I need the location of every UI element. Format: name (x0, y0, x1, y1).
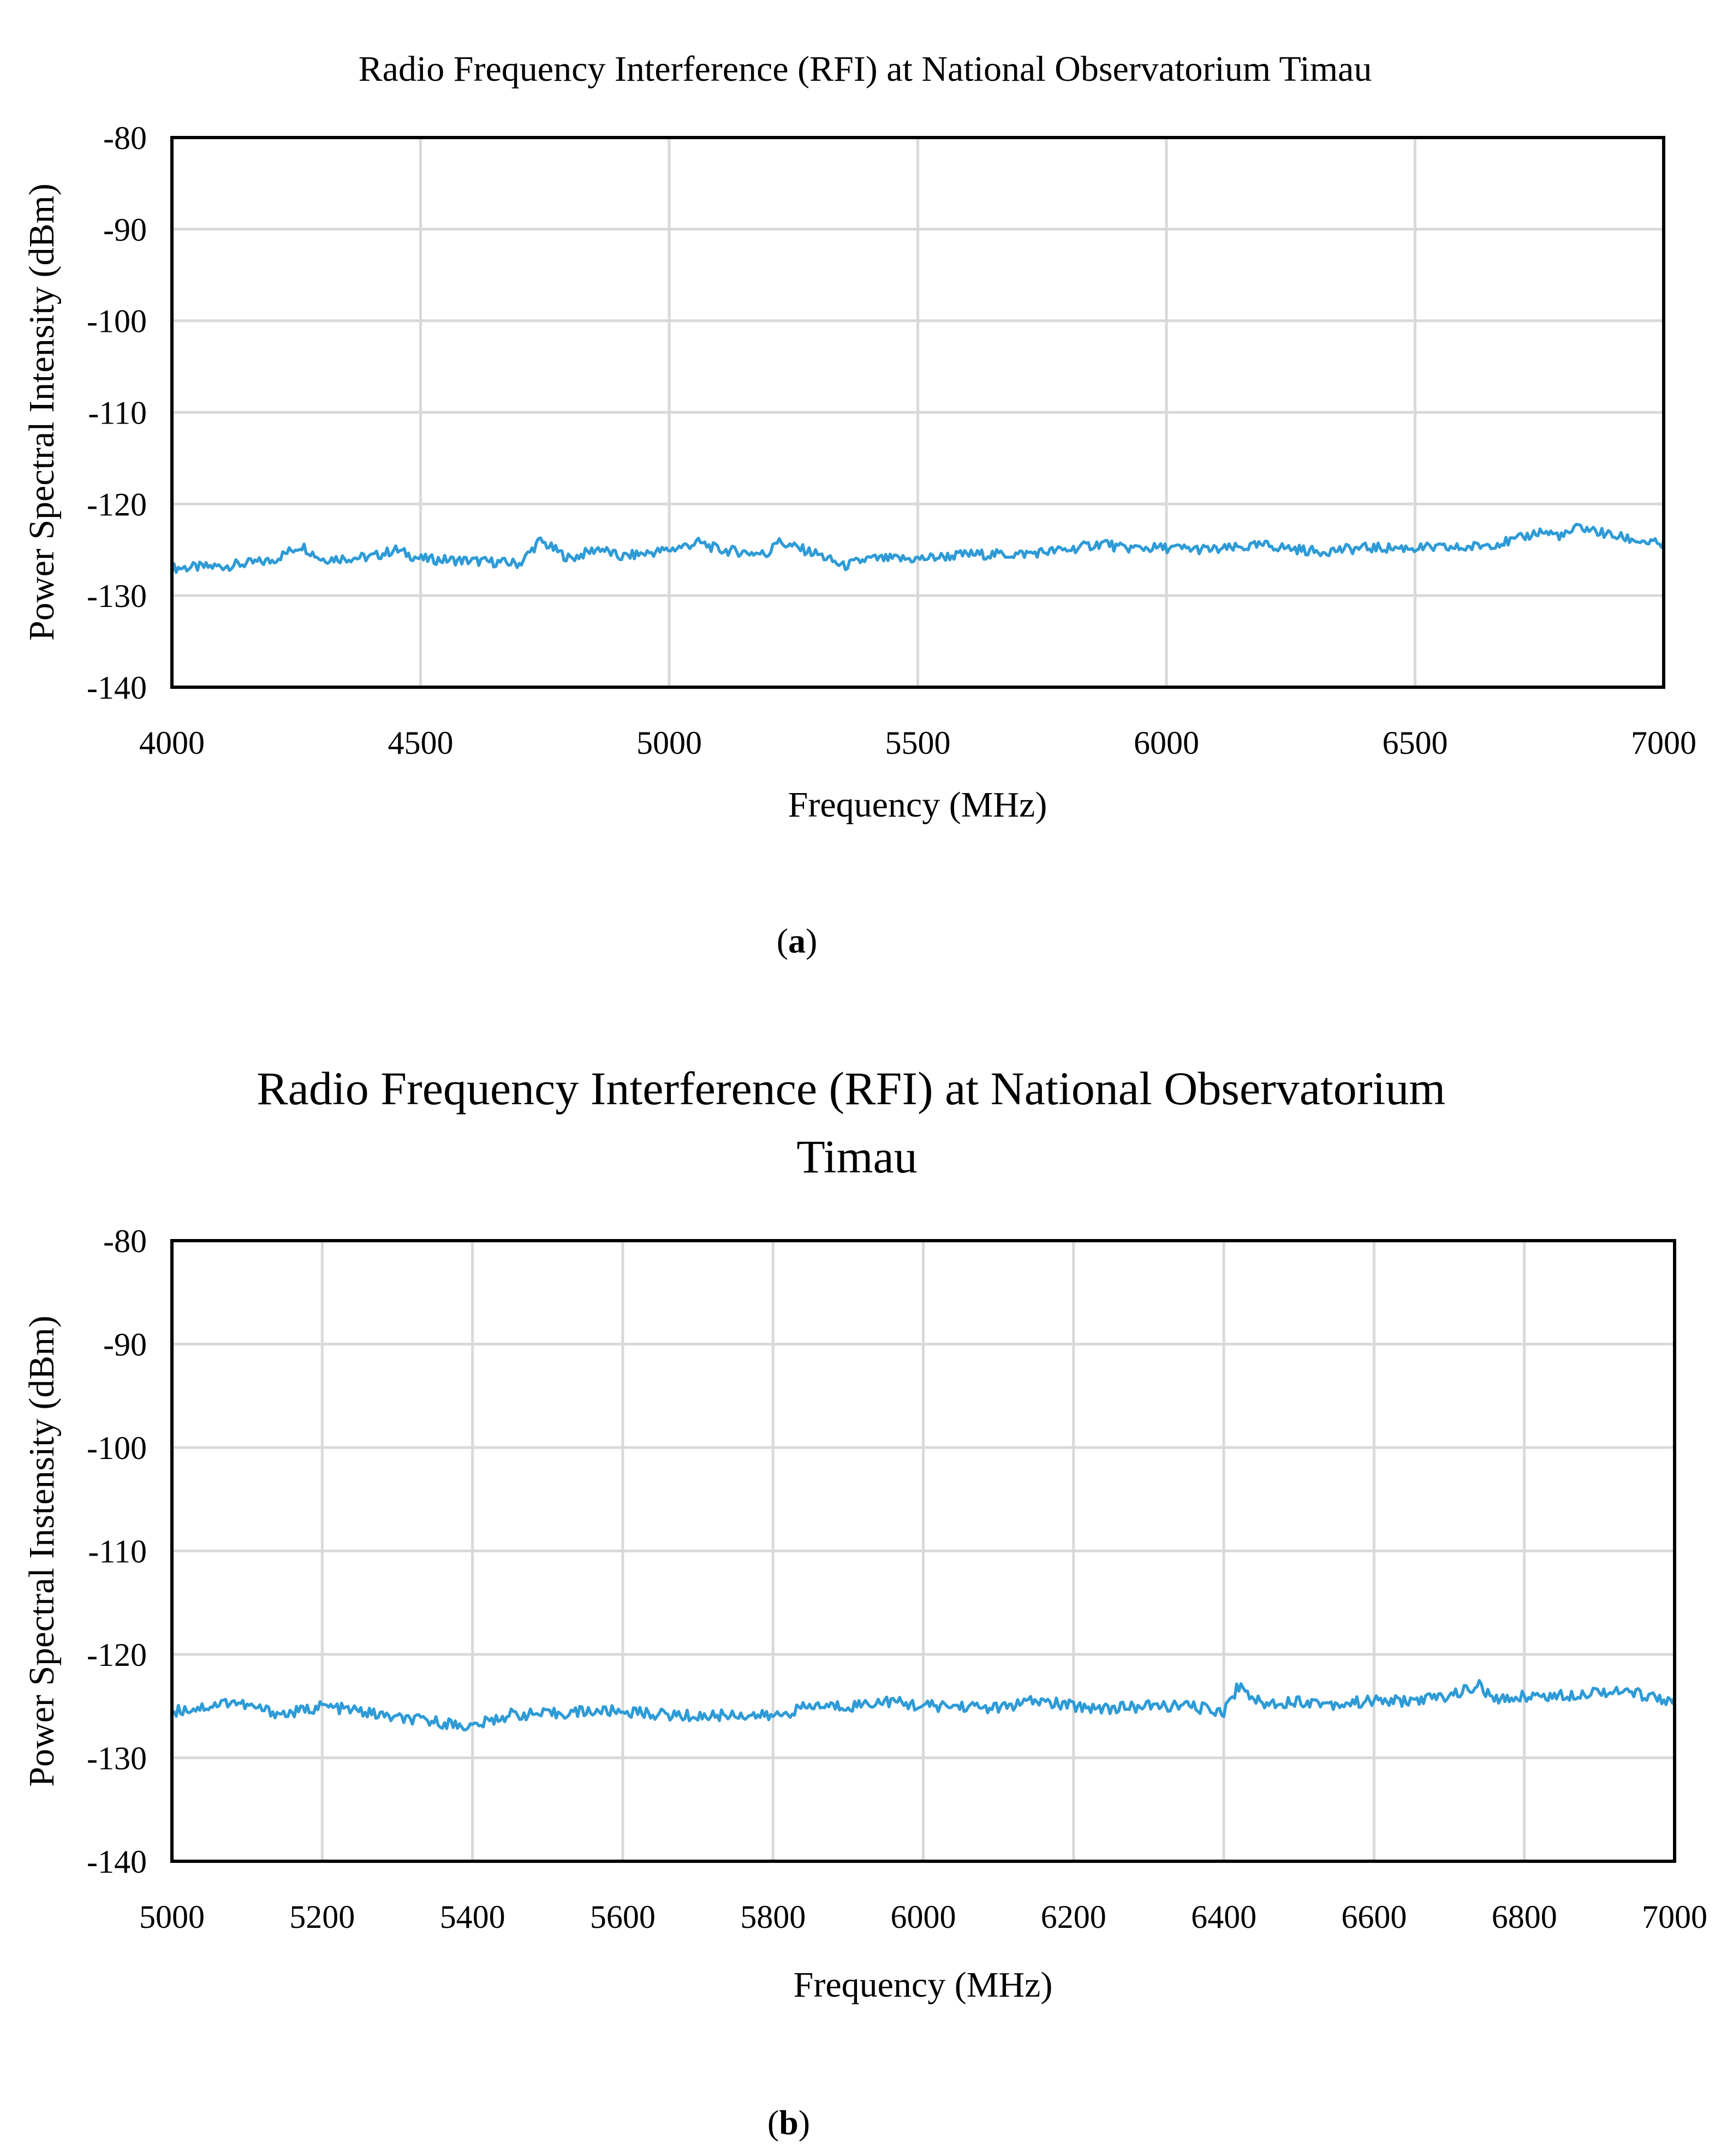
y-tick-label: -140 (87, 1844, 147, 1880)
chart-b: Radio Frequency Interference (RFI) at Na… (22, 1062, 1707, 2142)
y-tick-label: -110 (88, 395, 147, 431)
chart-b-x-axis-label: Frequency (MHz) (794, 1965, 1053, 2005)
chart-a-x-tick-labels: 4000 4500 5000 5500 6000 6500 7000 (139, 725, 1696, 761)
chart-b-title-line-2: Timau (796, 1130, 917, 1183)
x-tick-label: 4500 (388, 725, 454, 761)
chart-a-title: Radio Frequency Interference (RFI) at Na… (359, 49, 1372, 89)
y-tick-label: -130 (87, 578, 147, 614)
x-tick-label: 5000 (139, 1899, 205, 1935)
y-tick-label: -80 (103, 120, 147, 156)
chart-b-panel-label: (b) (767, 2103, 810, 2142)
x-tick-label: 5000 (636, 725, 702, 761)
x-tick-label: 5800 (740, 1899, 806, 1935)
chart-a-y-tick-labels: -80 -90 -100 -110 -120 -130 -140 (87, 120, 147, 706)
y-tick-label: -80 (103, 1223, 147, 1259)
chart-a-plot-frame (170, 136, 1665, 689)
chart-a-panel-label: (a) (777, 921, 818, 960)
chart-a-series-line (170, 522, 1665, 574)
y-tick-label: -130 (87, 1741, 147, 1777)
chart-b-y-tick-labels: -80 -90 -100 -110 -120 -130 -140 (87, 1223, 147, 1880)
chart-b-series-line (171, 1679, 1676, 1732)
chart-b-x-tick-labels: 5000 5200 5400 5600 5800 6000 6200 6400 6600 6800… (139, 1899, 1707, 1935)
x-tick-label: 4000 (139, 725, 205, 761)
y-tick-label: -120 (87, 1637, 147, 1673)
y-tick-label: -90 (103, 212, 147, 248)
x-tick-label: 7000 (1631, 725, 1696, 761)
y-tick-label: -110 (88, 1534, 147, 1570)
y-tick-label: -90 (103, 1327, 147, 1363)
x-tick-label: 5500 (885, 725, 951, 761)
y-tick-label: -100 (87, 1430, 147, 1466)
chart-b-plot-frame (170, 1239, 1676, 1863)
x-tick-label: 6500 (1383, 725, 1448, 761)
chart-a-y-axis-label: Power Spectral Intensity (dBm) (22, 183, 62, 641)
x-tick-label: 7000 (1642, 1899, 1707, 1935)
x-tick-label: 6000 (1134, 725, 1199, 761)
chart-a-gridlines (170, 136, 1665, 689)
x-tick-label: 6200 (1041, 1899, 1106, 1935)
x-tick-label: 5600 (590, 1899, 656, 1935)
x-tick-label: 5200 (289, 1899, 355, 1935)
chart-b-title: Radio Frequency Interference (RFI) at Na… (257, 1062, 1457, 1183)
x-tick-label: 6400 (1191, 1899, 1256, 1935)
chart-b-title-line-1: Radio Frequency Interference (RFI) at Na… (257, 1062, 1445, 1115)
x-tick-label: 6600 (1341, 1899, 1407, 1935)
y-tick-label: -120 (87, 486, 147, 522)
chart-a-x-axis-label: Frequency (MHz) (788, 785, 1047, 825)
x-tick-label: 5400 (440, 1899, 505, 1935)
y-tick-label: -140 (87, 670, 147, 706)
x-tick-label: 6800 (1492, 1899, 1557, 1935)
x-tick-label: 6000 (891, 1899, 956, 1935)
chart-a: Radio Frequency Interference (RFI) at Na… (22, 49, 1696, 960)
y-tick-label: -100 (87, 303, 147, 340)
chart-b-y-axis-label: Power Spectral Instensity (dBm) (22, 1315, 62, 1786)
chart-b-gridlines (170, 1239, 1676, 1863)
